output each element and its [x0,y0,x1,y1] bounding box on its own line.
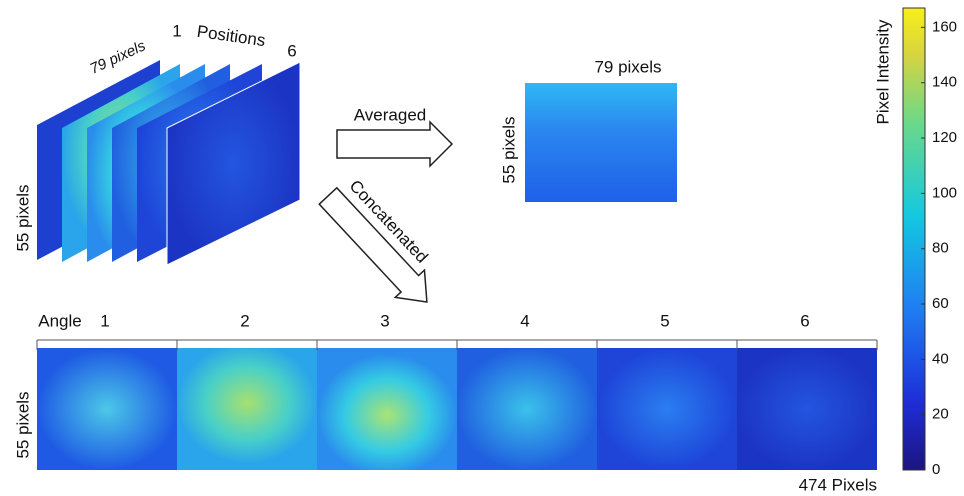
strip-segment [317,348,457,470]
angle-label: 4 [520,311,529,330]
colorbar-tick-label: 140 [932,74,957,91]
colorbar-tick-label: 160 [932,18,957,35]
strip-segment [737,348,877,470]
colorbar [903,8,925,470]
averaged-width-label: 79 pixels [594,57,661,76]
colorbar-label: Pixel Intensity [873,19,892,124]
positions-label: Positions [196,22,267,50]
strip-segment [597,348,737,470]
concatenated-strip [37,340,877,470]
strip-width-label: 474 Pixels [799,475,877,494]
colorbar-tick-label: 120 [932,129,957,146]
figure: 79 pixels 55 pixels 1 Positions 6 Averag… [0,0,964,496]
averaged-label: Averaged [354,105,426,124]
strip-segment [457,348,597,470]
angle-label: 3 [380,311,389,330]
concat-arrow: Concatenated [313,171,453,316]
strip-segment [37,348,177,470]
colorbar-tick-label: 100 [932,184,957,201]
angle-label: 2 [240,311,249,330]
colorbar-tick-label: 60 [932,295,949,312]
angle-label: 1 [100,311,109,330]
colorbar-tick-label: 80 [932,240,949,257]
averaged-image [525,83,677,202]
angle-label: 5 [660,311,669,330]
arrow [337,122,452,166]
colorbar-tick-label: 40 [932,350,949,367]
strip-height-label: 55 pixels [13,391,32,458]
last-label: 6 [287,41,296,60]
frame-stack [37,60,300,265]
averaged-height-label: 55 pixels [499,116,518,183]
stack-height-label: 55 pixels [13,184,32,251]
angle-label: 6 [800,311,809,330]
strip-segment [177,348,317,470]
angle-axis-label: Angle [38,311,81,330]
colorbar-tick-label: 0 [932,461,940,478]
first-label: 1 [172,21,181,40]
colorbar-tick-label: 20 [932,406,949,423]
